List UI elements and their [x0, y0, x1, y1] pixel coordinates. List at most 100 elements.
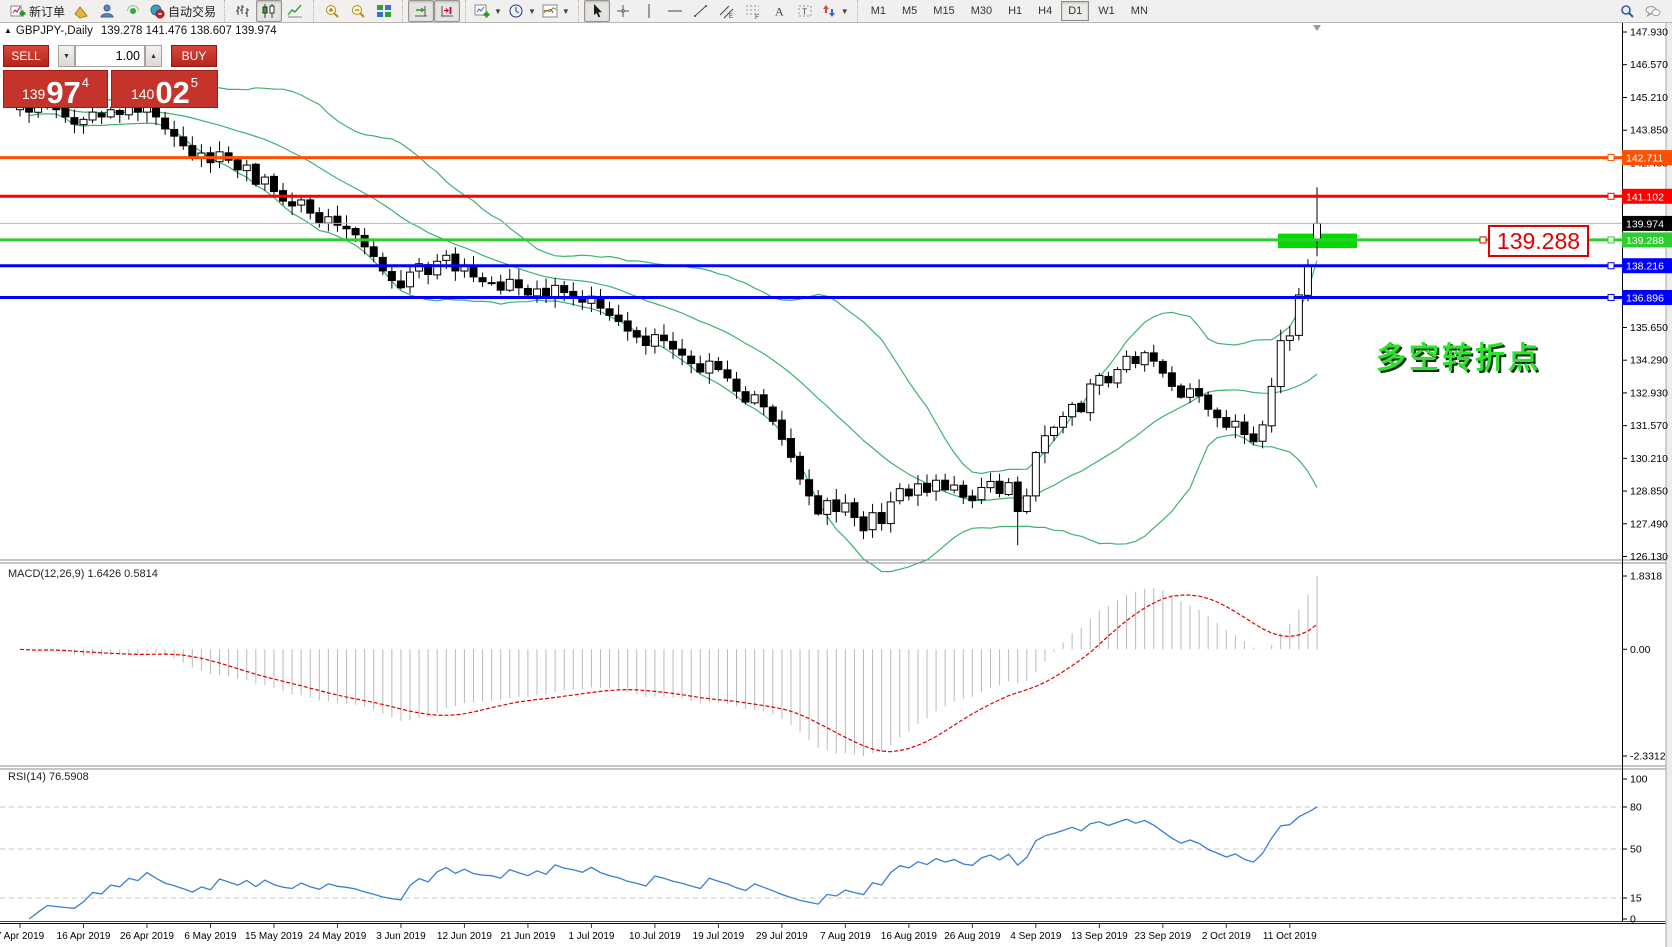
timeframe-w1-button[interactable]: W1: [1098, 5, 1115, 17]
zoom-out-button[interactable]: [345, 0, 371, 22]
sell-button[interactable]: SELL: [3, 45, 49, 67]
chart-symbol-overlay: ▲ GBPJPY-,Daily 139.278 141.476 138.607 13…: [4, 25, 277, 37]
auto-scroll-button[interactable]: [408, 0, 435, 22]
profile-button[interactable]: [94, 0, 120, 22]
search-icon: [1621, 5, 1634, 18]
panel-collapse-icon[interactable]: ▲: [4, 26, 12, 35]
text-label-button[interactable]: T: [792, 0, 818, 22]
timeframe-m15-button[interactable]: M15: [933, 5, 955, 17]
timeframe-h1-button[interactable]: H1: [1008, 5, 1023, 17]
new-chart-button[interactable]: ▼: [471, 0, 505, 22]
timeframe-m1-button[interactable]: M1: [870, 5, 886, 17]
zoom-in-button[interactable]: [319, 0, 345, 22]
svg-text:128.850: 128.850: [1630, 486, 1668, 498]
timeframe-d1-button[interactable]: D1: [1061, 1, 1090, 21]
svg-text:0: 0: [1630, 914, 1636, 926]
svg-text:135.650: 135.650: [1630, 322, 1668, 334]
chart-shift-marker[interactable]: [1313, 25, 1321, 31]
vertical-line-button[interactable]: [636, 0, 662, 22]
svg-text:138.216: 138.216: [1626, 261, 1664, 273]
arrows-button[interactable]: ▼: [818, 0, 852, 22]
chevron-down-icon[interactable]: ▼: [840, 6, 849, 16]
chevron-down-icon[interactable]: ▼: [494, 6, 502, 16]
svg-text:15: 15: [1630, 893, 1642, 905]
bar-chart-icon: [236, 5, 250, 17]
timeframe-h4-button[interactable]: H4: [1038, 5, 1053, 17]
svg-text:10 Jul 2019: 10 Jul 2019: [629, 931, 681, 942]
svg-text:80: 80: [1630, 802, 1642, 814]
fibonacci-button[interactable]: F: [740, 0, 766, 22]
chart-shift-button[interactable]: [434, 0, 461, 22]
buy-price-prefix: 140: [130, 86, 155, 102]
trendline-icon: [693, 5, 707, 17]
svg-text:29 Jul 2019: 29 Jul 2019: [756, 931, 808, 942]
tile-windows-button[interactable]: [371, 0, 397, 22]
svg-text:F: F: [755, 14, 759, 19]
svg-text:139.974: 139.974: [1626, 218, 1664, 230]
toolbar-group: [224, 0, 311, 22]
svg-text:24 May 2019: 24 May 2019: [309, 931, 367, 942]
auto-scroll-icon: [415, 6, 428, 17]
text-icon: A: [775, 5, 784, 19]
svg-text:2 Oct 2019: 2 Oct 2019: [1202, 931, 1251, 942]
line-chart-icon: [287, 4, 303, 18]
toolbar-right-icons: [1614, 0, 1670, 22]
buy-button[interactable]: BUY: [171, 45, 217, 67]
timeframe-m30-button[interactable]: M30: [970, 5, 993, 17]
market-watch-icon: [74, 6, 88, 19]
chevron-down-icon[interactable]: ▼: [561, 6, 570, 16]
candlestick-button[interactable]: [256, 0, 283, 22]
candlestick-icon: [262, 4, 275, 18]
toolbar-group: 新订单 自动交易: [2, 0, 222, 22]
chevron-down-icon[interactable]: ▼: [527, 6, 536, 16]
svg-text:50: 50: [1630, 844, 1642, 856]
cursor-icon: [593, 4, 602, 18]
price-callout-label[interactable]: 139.288: [1488, 225, 1589, 257]
volume-increase-button[interactable]: ▲: [145, 45, 162, 67]
channel-icon: E: [719, 5, 734, 19]
template-button[interactable]: ▼: [539, 0, 573, 22]
arrows-icon: [822, 5, 835, 17]
buy-price-main: 02: [155, 74, 190, 110]
new-order-button[interactable]: 新订单: [7, 0, 68, 22]
svg-text:139.288: 139.288: [1626, 235, 1664, 247]
trendline-button[interactable]: [688, 0, 714, 22]
sell-price-display[interactable]: 139 97 4: [3, 70, 108, 108]
crosshair-button[interactable]: [610, 0, 636, 22]
period-icon: [509, 4, 523, 18]
sell-price-pip: 4: [81, 75, 90, 90]
autotrade-button[interactable]: 自动交易: [146, 0, 219, 22]
horizontal-lines: [0, 154, 1622, 301]
svg-text:100: 100: [1630, 774, 1648, 786]
text-button[interactable]: A: [766, 0, 792, 22]
buy-price-display[interactable]: 140 02 5: [111, 70, 218, 108]
horizontal-line-button[interactable]: [662, 0, 688, 22]
chat-button[interactable]: [1640, 0, 1666, 22]
sell-price-main: 97: [46, 74, 81, 110]
cursor-button[interactable]: [583, 0, 610, 22]
period-button[interactable]: ▼: [505, 0, 539, 22]
line-chart-button[interactable]: [282, 0, 308, 22]
timeframe-mn-button[interactable]: MN: [1130, 5, 1148, 17]
vertical-line-icon: [648, 4, 650, 18]
bar-chart-button[interactable]: [230, 0, 256, 22]
market-watch-button[interactable]: [68, 0, 94, 22]
svg-text:E: E: [729, 14, 733, 19]
symbol-period-label: GBPJPY-,Daily: [15, 25, 93, 37]
volume-decrease-button[interactable]: ▼: [58, 45, 75, 67]
signals-button[interactable]: [120, 0, 146, 22]
signals-icon: [127, 5, 140, 14]
candlesticks: [16, 91, 1322, 546]
timeframe-m5-button[interactable]: M5: [902, 5, 918, 17]
svg-text:T: T: [802, 7, 807, 17]
channel-button[interactable]: E: [714, 0, 740, 22]
template-icon: [542, 4, 558, 18]
text-label-icon: T: [798, 5, 812, 17]
zoom-out-icon: [352, 5, 365, 18]
svg-text:126.130: 126.130: [1630, 551, 1668, 563]
search-button[interactable]: [1614, 0, 1640, 22]
rsi-indicator-label: RSI(14) 76.5908: [8, 771, 89, 783]
svg-text:12 Jun 2019: 12 Jun 2019: [437, 931, 492, 942]
volume-input[interactable]: [75, 45, 145, 67]
